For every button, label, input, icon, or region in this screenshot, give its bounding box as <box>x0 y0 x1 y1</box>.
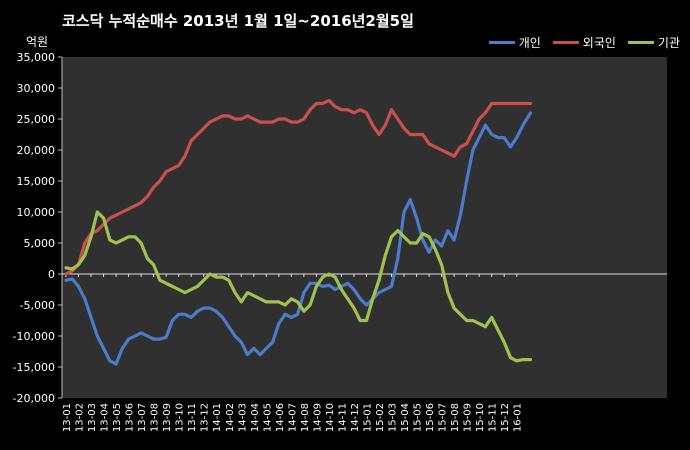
y-tick-label: 10,000 <box>17 206 56 219</box>
x-tick-label: 13-10 <box>175 403 186 432</box>
y-tick-label: 25,000 <box>17 113 56 126</box>
x-tick-label: 13-05 <box>112 403 123 432</box>
x-tick-label: 14-03 <box>237 403 248 432</box>
x-tick-label: 14-08 <box>300 403 311 432</box>
series-line-0 <box>64 111 533 366</box>
legend-swatch-institution <box>627 41 654 44</box>
legend-label-individual: 개인 <box>518 36 541 50</box>
x-tick-label: 15-05 <box>413 403 424 432</box>
legend-item-individual: 개인 <box>488 34 541 51</box>
legend-item-foreign: 외국인 <box>552 34 616 51</box>
x-tick-label: 15-01 <box>362 403 373 432</box>
x-tick-label: 15-06 <box>425 403 436 432</box>
legend-swatch-foreign <box>552 41 579 44</box>
x-tick-label: 14-02 <box>225 403 236 432</box>
x-tick-label: 13-08 <box>150 403 161 432</box>
x-tick-label: 13-02 <box>75 403 86 432</box>
x-tick-label: 13-06 <box>125 403 136 432</box>
series-line-1 <box>64 98 533 276</box>
x-tick-label: 13-04 <box>100 403 111 432</box>
x-tick-label: 14-05 <box>262 403 273 432</box>
x-tick-label: 13-07 <box>137 403 148 432</box>
series-line-2 <box>64 210 533 363</box>
x-tick-label: 13-03 <box>87 403 98 432</box>
y-tick-label: 30,000 <box>17 82 56 95</box>
y-tick-label: 0 <box>48 268 55 281</box>
x-tick-label: 14-01 <box>212 403 223 432</box>
x-tick-label: 14-04 <box>250 403 261 432</box>
y-tick-label: -5,000 <box>20 299 55 312</box>
legend-label-foreign: 외국인 <box>582 36 616 50</box>
y-tick-label: -15,000 <box>13 361 55 374</box>
x-tick-label: 13-12 <box>200 403 211 432</box>
x-tick-label: 15-08 <box>450 403 461 432</box>
x-tick-label: 16-01 <box>513 403 524 432</box>
x-tick-label: 15-12 <box>500 403 511 432</box>
x-tick-label: 14-09 <box>312 403 323 432</box>
x-tick-label: 15-04 <box>400 403 411 432</box>
legend-swatch-individual <box>488 41 515 44</box>
x-tick-label: 14-07 <box>287 403 298 432</box>
chart-title: 코스닥 누적순매수 2013년 1월 1일~2016년2월5일 <box>62 12 414 30</box>
x-tick-label: 14-06 <box>275 403 286 432</box>
x-tick-label: 15-03 <box>388 403 399 432</box>
y-tick-label: 5,000 <box>24 237 56 250</box>
y-tick-label: 15,000 <box>17 175 56 188</box>
y-tick-label: 20,000 <box>17 144 56 157</box>
legend-item-institution: 기관 <box>627 34 680 51</box>
x-tick-label: 13-01 <box>62 403 73 432</box>
y-tick-label: -10,000 <box>13 330 55 343</box>
y-tick-label: 35,000 <box>17 51 56 64</box>
x-tick-label: 15-11 <box>488 403 499 432</box>
legend-label-institution: 기관 <box>657 36 680 50</box>
x-tick-label: 15-10 <box>475 403 486 432</box>
y-axis-unit: 억원 <box>26 35 49 49</box>
plot-background <box>62 57 667 398</box>
legend: 개인 외국인 기관 <box>488 34 680 51</box>
x-tick-label: 15-07 <box>438 403 449 432</box>
x-tick-label: 14-12 <box>350 403 361 432</box>
x-tick-label: 14-10 <box>325 403 336 432</box>
x-tick-label: 15-02 <box>375 403 386 432</box>
x-tick-label: 14-11 <box>337 403 348 432</box>
x-tick-label: 13-09 <box>162 403 173 432</box>
x-tick-label: 13-11 <box>187 403 198 432</box>
y-tick-label: -20,000 <box>13 392 55 405</box>
x-tick-label: 15-09 <box>463 403 474 432</box>
